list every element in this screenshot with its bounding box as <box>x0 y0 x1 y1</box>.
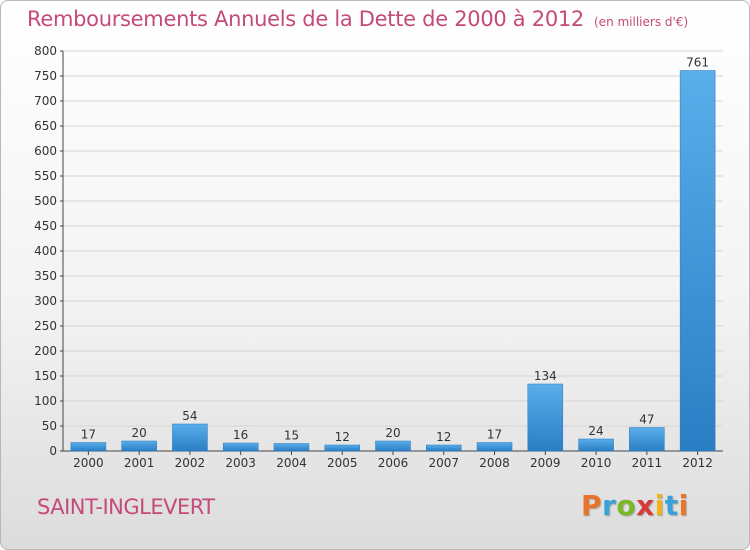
grid-lines <box>63 50 723 427</box>
x-tick-label: 2000 <box>73 456 104 470</box>
bar-value-label: 54 <box>182 409 197 423</box>
logo-letter: i <box>678 489 689 522</box>
logo-letter: o <box>616 489 637 522</box>
bar-value-label: 761 <box>686 56 709 70</box>
y-tick-label: 550 <box>34 169 57 183</box>
x-tick-label: 2010 <box>581 456 612 470</box>
y-tick-label: 700 <box>34 94 57 108</box>
y-tick-label: 600 <box>34 144 57 158</box>
logo-letter: t <box>664 489 679 522</box>
bar-value-label: 12 <box>335 430 350 444</box>
bar <box>172 423 208 452</box>
logo-letter: P <box>581 489 603 522</box>
y-tick-label: 100 <box>34 394 57 408</box>
bar-value-label: 134 <box>534 369 557 383</box>
chart-title-text: Remboursements Annuels de la Dette de 20… <box>27 7 584 31</box>
bar-value-label: 12 <box>436 430 451 444</box>
bar <box>222 442 259 452</box>
bar-value-label: 16 <box>233 428 248 442</box>
x-tick-label: 2005 <box>327 456 358 470</box>
logo-letter: x <box>636 489 655 522</box>
y-tick-label: 250 <box>34 319 57 333</box>
x-tick-label: 2007 <box>428 456 459 470</box>
bar-value-label: 17 <box>81 428 96 442</box>
x-tick-label: 2008 <box>479 456 510 470</box>
bar-value-label: 24 <box>588 424 603 438</box>
bar-value-labels: 17 20 54 16 15 12 20 12 17 134 24 47 761 <box>81 56 709 445</box>
y-tick-label: 500 <box>34 194 57 208</box>
x-tick-label: 2012 <box>682 456 713 470</box>
bar <box>578 438 614 452</box>
bar <box>527 383 564 452</box>
bar <box>629 427 665 452</box>
bar-value-label: 15 <box>284 429 299 443</box>
proxiti-logo[interactable]: Proxiti <box>581 489 689 522</box>
axes <box>60 50 723 455</box>
bar-value-label: 20 <box>385 426 400 440</box>
bar <box>70 442 107 452</box>
y-tick-label: 400 <box>34 244 57 258</box>
x-tick-label: 2002 <box>175 456 206 470</box>
logo-letter: r <box>602 489 617 522</box>
bars <box>70 70 716 452</box>
y-tick-label: 150 <box>34 369 57 383</box>
x-tick-label: 2003 <box>225 456 256 470</box>
x-tick-label: 2009 <box>530 456 561 470</box>
y-tick-label: 350 <box>34 269 57 283</box>
bar <box>679 70 716 452</box>
y-tick-labels: 0 50 100 150 200 250 300 350 400 450 500 550 600 650 7… <box>34 44 57 458</box>
y-tick-label: 450 <box>34 219 57 233</box>
bar <box>426 444 462 452</box>
commune-name: SAINT-INGLEVERT <box>37 495 215 519</box>
bar-value-label: 47 <box>639 413 654 427</box>
bar <box>476 442 513 452</box>
y-tick-label: 750 <box>34 69 57 83</box>
logo-letter: i <box>654 489 665 522</box>
y-tick-label: 50 <box>42 419 57 433</box>
bar <box>324 444 360 452</box>
bar-value-label: 20 <box>132 426 147 440</box>
y-tick-label: 300 <box>34 294 57 308</box>
x-tick-label: 2011 <box>632 456 663 470</box>
y-tick-label: 650 <box>34 119 57 133</box>
bar <box>273 443 310 452</box>
x-tick-labels: 2000 2001 2002 2003 2004 2005 2006 2007 2008 2009… <box>73 456 713 470</box>
bar <box>121 440 157 452</box>
y-tick-label: 800 <box>34 44 57 58</box>
x-tick-label: 2004 <box>276 456 307 470</box>
x-tick-label: 2001 <box>124 456 155 470</box>
bar-value-label: 17 <box>487 428 502 442</box>
chart-title: Remboursements Annuels de la Dette de 20… <box>27 7 688 31</box>
y-tick-label: 200 <box>34 344 57 358</box>
bar <box>375 440 411 452</box>
chart-subtitle: (en milliers d'€) <box>594 15 689 29</box>
y-tick-label: 0 <box>49 444 57 458</box>
x-tick-label: 2006 <box>378 456 409 470</box>
